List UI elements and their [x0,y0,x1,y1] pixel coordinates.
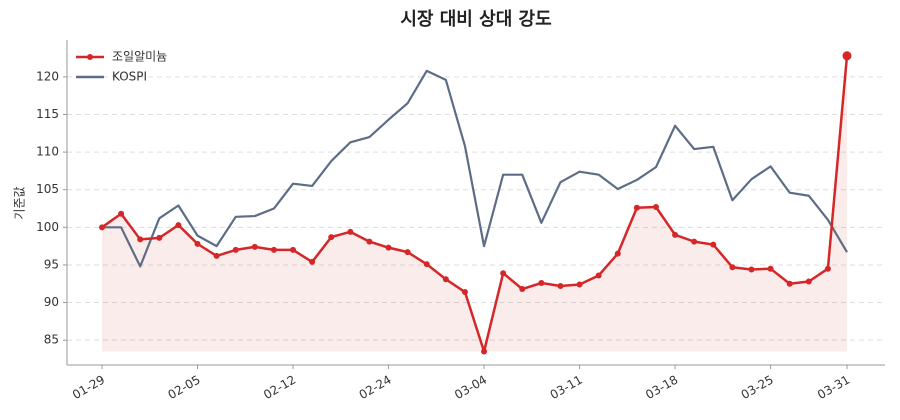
x-tick-label: 03-04 [452,373,489,403]
point [366,238,373,245]
x-tick-label: 02-24 [357,373,394,403]
x-tick-label: 01-29 [70,373,107,403]
point [347,228,354,235]
x-tick-label: 03-25 [739,373,776,403]
point [672,231,679,238]
y-tick-label: 110 [36,145,59,159]
point [423,261,430,268]
x-tick-label: 03-31 [815,373,852,403]
point [404,249,411,256]
point [842,51,852,61]
point [710,241,717,248]
point [538,279,545,286]
point [805,278,812,285]
line [102,69,848,268]
legend-label: 조일알미늄 [112,50,167,64]
point [232,246,239,253]
point [290,246,297,253]
point [786,280,793,287]
legend-label: KOSPI [112,70,147,84]
point [500,270,507,277]
chart-title: 시장 대비 상대 강도 [400,9,551,30]
y-tick-label: 115 [36,107,59,121]
x-tick-label: 02-05 [166,373,203,403]
point [175,222,182,229]
y-tick-label: 95 [44,257,59,271]
point [652,204,659,211]
point [251,243,258,250]
point [309,258,316,265]
point [767,265,774,272]
line [101,55,849,353]
point [557,283,564,290]
point [270,246,277,253]
point [824,265,831,272]
y-axis-label: 기준값 [13,186,27,219]
point [194,240,201,247]
y-tick-label: 100 [36,220,59,234]
point [213,252,220,259]
point [614,250,621,257]
area [102,55,847,352]
point [442,276,449,283]
point [519,286,526,293]
y-tick-label: 90 [44,295,59,309]
point [729,264,736,271]
x-tick-label: 02-12 [261,373,298,403]
point [99,224,105,231]
legend-marker [87,54,93,60]
point [576,281,583,288]
point [748,266,755,273]
x-tick-label: 03-11 [548,373,585,403]
point [595,272,602,279]
point [633,204,640,211]
point [137,236,144,243]
point [118,210,125,217]
point [385,244,392,251]
y-tick-label: 105 [36,182,59,196]
point [481,348,488,355]
x-tick-label: 03-18 [643,373,680,403]
point [328,234,335,241]
y-tick-label: 85 [44,333,59,347]
y-tick-label: 120 [36,69,59,83]
point [461,289,468,296]
point [156,234,163,241]
point [691,238,698,245]
